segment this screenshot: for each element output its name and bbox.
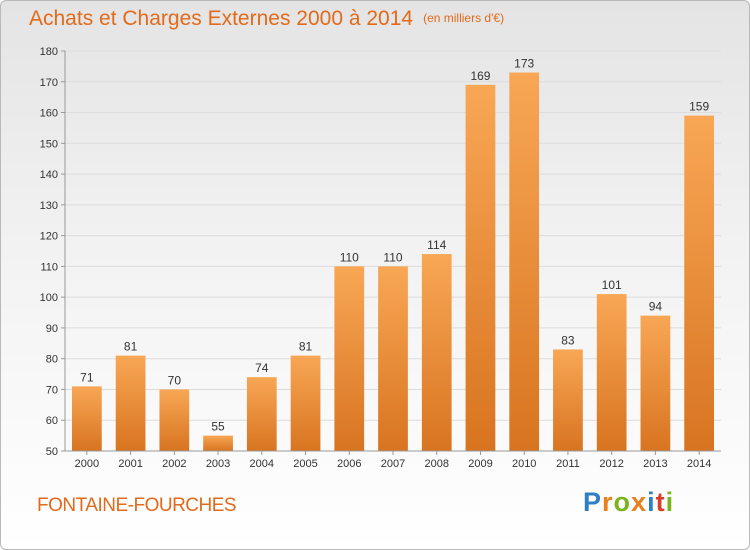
bar-2013[interactable] [640,315,671,451]
x-tick-label-2004: 2004 [250,458,274,470]
y-tick-label: 130 [40,200,58,212]
value-label-2013: 94 [649,300,663,314]
title-text: Achats et Charges Externes 2000 à 2014 [29,7,414,30]
value-label-2010: 173 [514,57,534,71]
axes: 50 60 70 80 90 100 110 120 130 140 150 160 170 180 200… [40,46,721,470]
bar-2009[interactable] [465,84,496,451]
y-tick-label: 70 [46,384,58,396]
value-label-2002: 70 [168,373,182,387]
value-label-2005: 81 [299,340,313,354]
logo-letter: P [583,487,603,517]
x-tick-label-2005: 2005 [293,458,317,470]
value-label-2009: 169 [470,69,490,83]
bar-2002[interactable] [159,389,190,451]
x-tick-label-2001: 2001 [118,458,142,470]
bar-2000[interactable] [71,386,102,451]
x-tick-label-2010: 2010 [512,458,536,470]
y-tick-label: 160 [40,108,58,120]
logo-letter: i [647,487,656,517]
y-tick-label: 140 [40,169,58,181]
x-tick-label-2009: 2009 [468,458,492,470]
bar-2012[interactable] [596,294,627,451]
bar-2001[interactable] [115,355,146,451]
logo-letter: r [602,487,614,517]
y-tick-label: 50 [46,446,58,458]
y-tick-label: 80 [46,354,58,366]
proxiti-logo[interactable]: Proxiti [583,487,674,518]
bars: 71 81 70 55 74 81 110 110 114 169 173 83 101 94 159 [71,57,715,452]
x-tick-label-2002: 2002 [162,458,186,470]
bar-2011[interactable] [553,349,583,451]
y-tick-label: 60 [46,415,58,427]
y-tick-label: 90 [46,323,58,335]
bar-2004[interactable] [246,377,277,451]
chart-title: Achats et Charges Externes 2000 à 2014 (e… [29,7,504,31]
y-tick-label: 170 [40,77,58,89]
value-label-2014: 159 [689,100,709,114]
value-label-2001: 81 [124,340,138,354]
x-tick-label-2008: 2008 [424,458,448,470]
bar-2007[interactable] [378,266,408,451]
bar-2006[interactable] [334,266,365,451]
x-tick-label-2000: 2000 [75,458,99,470]
value-label-2006: 110 [340,250,359,264]
x-tick-label-2013: 2013 [643,458,667,470]
x-tick-label-2003: 2003 [206,458,230,470]
y-tick-label: 180 [40,46,58,58]
logo-letter: o [613,487,632,517]
x-tick-label-2011: 2011 [556,458,580,470]
value-label-2012: 101 [602,278,622,292]
title-unit: (en milliers d'€) [423,11,505,25]
logo-letter: x [631,487,648,517]
logo-letter: t [655,487,666,517]
logo-letter: i [665,487,675,517]
y-tick-label: 110 [40,261,58,273]
bar-2003[interactable] [203,435,233,451]
x-tick-label-2007: 2007 [381,458,405,470]
x-tick-label-2012: 2012 [599,458,623,470]
bar-2008[interactable] [421,254,452,451]
bar-2014[interactable] [684,115,715,451]
y-tick-label: 150 [40,138,58,150]
x-tick-label-2014: 2014 [687,458,711,470]
value-label-2003: 55 [211,420,225,434]
value-label-2011: 83 [561,333,575,347]
place-name: FONTAINE-FOURCHES [37,495,237,516]
value-label-2007: 110 [383,250,402,264]
x-tick-label-2006: 2006 [337,458,361,470]
bar-2005[interactable] [290,355,321,451]
y-tick-label: 100 [40,292,58,304]
value-label-2008: 114 [427,238,446,252]
y-tick-label: 120 [40,231,58,243]
bar-2010[interactable] [509,72,540,452]
value-label-2000: 71 [80,370,94,384]
value-label-2004: 74 [255,361,269,375]
